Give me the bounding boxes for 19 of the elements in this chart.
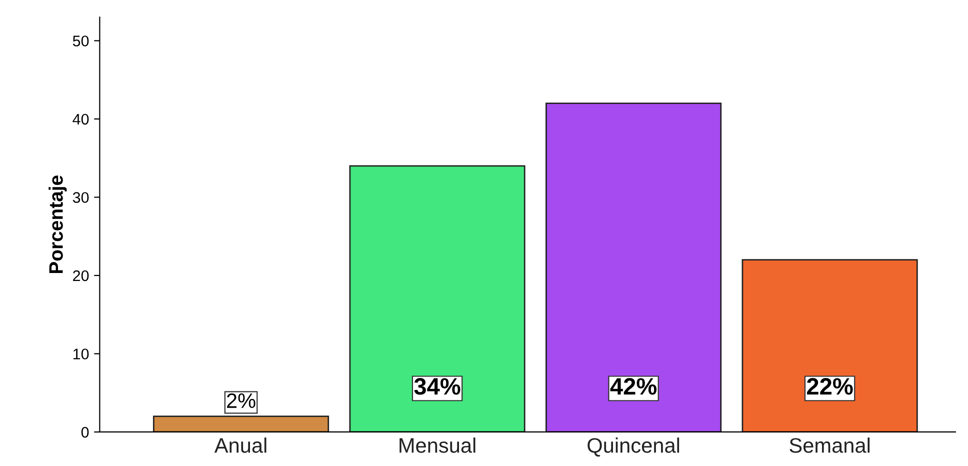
bar — [742, 259, 918, 432]
y-tick-label: 0 — [81, 426, 89, 438]
y-axis-title: Porcentaje — [48, 176, 67, 274]
bar — [546, 102, 722, 432]
y-tick-label: 20 — [73, 270, 89, 282]
bar — [152, 416, 330, 432]
y-tick-label: 10 — [73, 348, 89, 360]
x-tick-label: Anual — [214, 438, 266, 453]
x-tick-label: Quincenal — [588, 438, 680, 457]
data-label: 2% — [227, 393, 256, 408]
data-label: 34% — [414, 378, 460, 395]
x-tick-label: Mensual — [400, 438, 476, 453]
y-tick-label: 30 — [72, 192, 89, 203]
data-label: 42% — [610, 378, 657, 395]
y-tick-label: 50 — [72, 36, 89, 46]
data-label: 22% — [807, 378, 853, 395]
bar — [349, 165, 526, 432]
x-tick-label: Semanal — [790, 438, 870, 453]
y-tick-label: 40 — [72, 114, 89, 125]
